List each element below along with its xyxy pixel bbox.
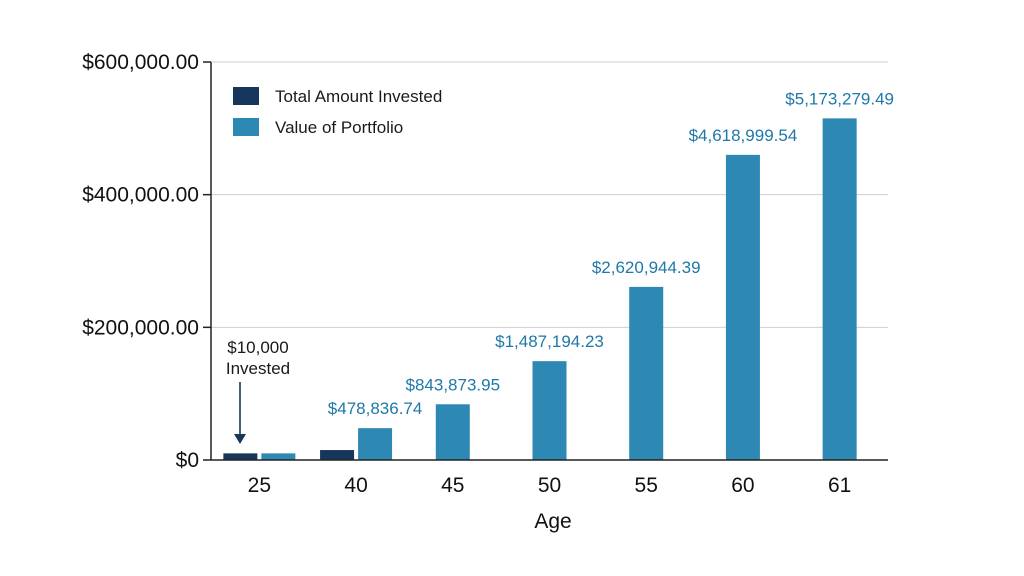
y-tick-label: $600,000.00 bbox=[82, 51, 199, 74]
bar-data-label: $843,873.95 bbox=[406, 375, 501, 394]
gridlines bbox=[211, 61, 888, 328]
legend: Total Amount Invested Value of Portfolio bbox=[233, 87, 442, 137]
legend-swatch-portfolio-value bbox=[233, 118, 259, 136]
x-tick-label: 50 bbox=[538, 474, 561, 497]
bar-data-label: $5,173,279.49 bbox=[785, 89, 894, 108]
x-tick-label: 60 bbox=[731, 474, 754, 497]
annotation-arrow-head bbox=[234, 434, 246, 444]
bar-portfolio-value bbox=[822, 118, 857, 460]
bar-data-label: $2,620,944.39 bbox=[592, 258, 701, 277]
x-tick-label: 61 bbox=[828, 474, 851, 497]
y-tick-label: $0 bbox=[176, 449, 199, 472]
y-tick-label: $200,000.00 bbox=[82, 316, 199, 339]
x-axis-label: Age bbox=[534, 510, 571, 533]
bar-portfolio-value bbox=[532, 361, 567, 460]
bar-total-invested bbox=[320, 450, 355, 460]
bar-data-label: $1,487,194.23 bbox=[495, 332, 604, 351]
x-axis: 25 40 45 50 55 60 61 bbox=[211, 459, 888, 497]
bar-data-label: $4,618,999.54 bbox=[689, 126, 798, 145]
legend-swatch-total-invested bbox=[233, 87, 259, 105]
bar-portfolio-value bbox=[435, 404, 470, 460]
y-tick-label: $400,000.00 bbox=[82, 184, 199, 207]
bar-portfolio-value bbox=[358, 428, 393, 460]
bar-total-invested bbox=[223, 453, 258, 460]
legend-label-portfolio-value: Value of Portfolio bbox=[275, 118, 403, 137]
invested-annotation: $10,000 Invested bbox=[226, 338, 290, 444]
annotation-line-1: $10,000 bbox=[227, 338, 288, 357]
bars bbox=[223, 118, 857, 460]
data-labels: $478,836.74 $843,873.95 $1,487,194.23 $2,62… bbox=[328, 89, 894, 418]
bar-portfolio-value bbox=[261, 453, 296, 460]
bar-data-label: $478,836.74 bbox=[328, 399, 423, 418]
y-axis: $0 $200,000.00 $400,000.00 $600,000.00 bbox=[82, 51, 212, 472]
bar-portfolio-value bbox=[725, 154, 760, 460]
x-tick-label: 25 bbox=[248, 474, 271, 497]
x-tick-label: 40 bbox=[344, 474, 367, 497]
annotation-line-2: Invested bbox=[226, 359, 290, 378]
bar-portfolio-value bbox=[629, 286, 664, 460]
x-tick-label: 55 bbox=[635, 474, 658, 497]
legend-label-total-invested: Total Amount Invested bbox=[275, 87, 442, 106]
x-tick-label: 45 bbox=[441, 474, 464, 497]
